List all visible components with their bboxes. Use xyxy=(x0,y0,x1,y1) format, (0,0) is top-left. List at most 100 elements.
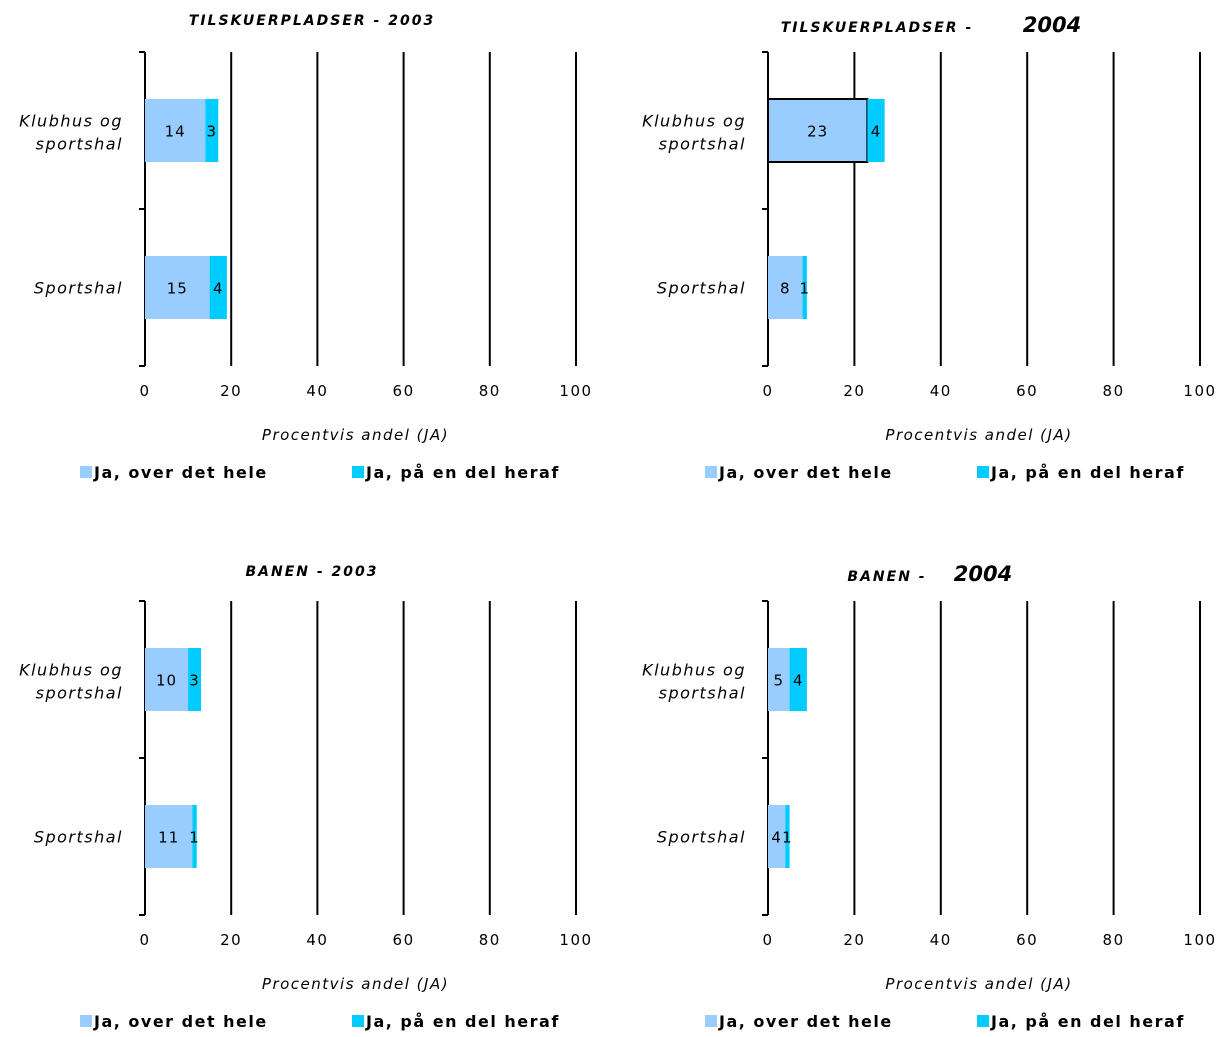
x-axis-label: Procentvis andel (JA) xyxy=(885,426,1072,444)
legend-swatch xyxy=(705,1015,717,1027)
category-label: Klubhus og sportshal xyxy=(19,112,123,154)
x-axis-label: Procentvis andel (JA) xyxy=(262,975,449,993)
x-tick-label: 60 xyxy=(393,931,415,949)
x-tick-label: 100 xyxy=(559,382,592,400)
legend-label: Ja, over det hele xyxy=(93,1012,268,1031)
chart-title: TILSKUERPLADSER - 2003 xyxy=(189,13,435,29)
bar xyxy=(768,805,786,868)
category-label-line: sportshal xyxy=(659,684,746,703)
x-tick-label: 0 xyxy=(762,931,773,949)
data-label: 4 xyxy=(213,280,224,298)
x-axis-label: Procentvis andel (JA) xyxy=(885,975,1072,993)
x-tick-label: 40 xyxy=(306,931,328,949)
legend-swatch xyxy=(352,466,364,478)
bar xyxy=(767,98,869,163)
x-tick-label: 40 xyxy=(930,382,952,400)
data-label: 1 xyxy=(799,280,810,298)
legend-label: Ja, over det hele xyxy=(718,463,893,482)
bar xyxy=(768,256,803,319)
x-tick-label: 0 xyxy=(762,382,773,400)
chart-panel-1: TILSKUERPLADSER - 2003 0 20 40 60 80 100 Procen… xyxy=(19,13,592,482)
x-tick-label: 20 xyxy=(843,382,865,400)
bar xyxy=(145,648,189,711)
bar xyxy=(768,648,790,711)
category-label: Sportshal xyxy=(657,279,746,298)
x-tick-label: 40 xyxy=(306,382,328,400)
bar xyxy=(802,256,807,319)
x-tick-label: 20 xyxy=(220,382,242,400)
bar xyxy=(145,805,193,868)
x-tick-label: 0 xyxy=(139,931,150,949)
legend-label: Ja, på en del heraf xyxy=(990,1012,1185,1031)
legend-label: Ja, på en del heraf xyxy=(990,463,1185,482)
x-tick-label: 20 xyxy=(220,931,242,949)
category-label: Klubhus og sportshal xyxy=(642,661,746,703)
chart-panel-4: BANEN - 2004 0 20 40 60 80 100 Procentvis andel … xyxy=(642,562,1216,1031)
bar xyxy=(205,99,219,162)
chart-title-year: 2004 xyxy=(954,562,1012,586)
x-tick-label: 80 xyxy=(1103,931,1125,949)
category-label-line: Klubhus og xyxy=(19,661,123,680)
legend-label: Ja, på en del heraf xyxy=(365,1012,560,1031)
category-label-line: sportshal xyxy=(36,135,123,154)
category-label: Klubhus og sportshal xyxy=(642,112,746,154)
x-tick-label: 60 xyxy=(1016,931,1038,949)
chart-title: BANEN - xyxy=(847,569,926,585)
data-label: 4 xyxy=(771,829,782,847)
chart-panel-2: TILSKUERPLADSER - 2004 0 20 40 60 80 100 Procent… xyxy=(642,13,1216,482)
bar xyxy=(188,648,202,711)
category-label-line: Klubhus og xyxy=(642,112,746,131)
category-label: Sportshal xyxy=(657,828,746,847)
bar xyxy=(145,256,210,319)
x-tick-label: 100 xyxy=(1183,382,1216,400)
data-label: 14 xyxy=(165,123,186,141)
category-label: Sportshal xyxy=(34,279,123,298)
bar xyxy=(192,805,197,868)
x-tick-label: 20 xyxy=(843,931,865,949)
x-tick-label: 40 xyxy=(930,931,952,949)
x-tick-label: 60 xyxy=(393,382,415,400)
chart-title: TILSKUERPLADSER - xyxy=(781,20,974,36)
chart-title: BANEN - 2003 xyxy=(245,564,378,580)
legend-swatch xyxy=(977,1015,989,1027)
legend-swatch xyxy=(705,466,717,478)
chart-panel-3: BANEN - 2003 0 20 40 60 80 100 Procentvis andel… xyxy=(19,564,592,1031)
x-tick-label: 100 xyxy=(559,931,592,949)
category-label-line: sportshal xyxy=(36,684,123,703)
bar xyxy=(789,648,807,711)
data-label: 4 xyxy=(871,123,882,141)
legend-swatch xyxy=(352,1015,364,1027)
legend-label: Ja, over det hele xyxy=(718,1012,893,1031)
data-label: 11 xyxy=(158,829,179,847)
data-label: 5 xyxy=(774,672,785,690)
x-tick-label: 80 xyxy=(479,931,501,949)
category-label-line: Klubhus og xyxy=(642,661,746,680)
x-tick-label: 80 xyxy=(1103,382,1125,400)
data-label: 4 xyxy=(793,672,804,690)
category-label: Klubhus og sportshal xyxy=(19,661,123,703)
bar xyxy=(785,805,790,868)
category-label-line: Klubhus og xyxy=(19,112,123,131)
data-label: 23 xyxy=(807,123,828,141)
bar xyxy=(867,99,885,162)
category-label-line: sportshal xyxy=(659,135,746,154)
legend-swatch xyxy=(80,466,92,478)
x-tick-label: 0 xyxy=(139,382,150,400)
category-label: Sportshal xyxy=(34,828,123,847)
chart-title-year: 2004 xyxy=(1023,13,1081,37)
x-tick-label: 100 xyxy=(1183,931,1216,949)
data-label: 1 xyxy=(782,829,793,847)
data-label: 3 xyxy=(207,123,218,141)
legend-label: Ja, på en del heraf xyxy=(365,463,560,482)
x-tick-label: 80 xyxy=(479,382,501,400)
bar xyxy=(209,256,227,319)
legend-swatch xyxy=(977,466,989,478)
data-label: 1 xyxy=(189,829,200,847)
data-label: 10 xyxy=(156,672,177,690)
x-axis-label: Procentvis andel (JA) xyxy=(262,426,449,444)
legend-label: Ja, over det hele xyxy=(93,463,268,482)
data-label: 8 xyxy=(780,280,791,298)
legend-swatch xyxy=(80,1015,92,1027)
data-label: 15 xyxy=(167,280,188,298)
